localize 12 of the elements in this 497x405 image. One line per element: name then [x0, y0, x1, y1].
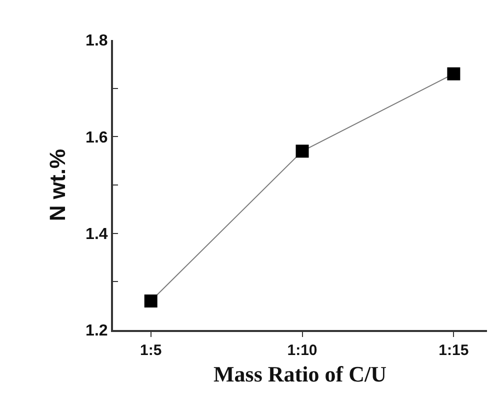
- point: [296, 144, 309, 158]
- y-tick-label: 1.2: [86, 322, 108, 340]
- x-tick-label: 1:10: [287, 342, 318, 359]
- y-tick-label: 1.6: [86, 129, 108, 146]
- y-axis-title: N wt.%: [44, 148, 70, 222]
- x-tick-label: 1:5: [140, 342, 162, 359]
- y-tick-label: 1.4: [86, 226, 108, 243]
- point: [447, 67, 460, 80]
- y-tick-label: 1.8: [86, 32, 108, 50]
- point: [144, 294, 158, 308]
- x-axis-title: Mass Ratio of C/U: [214, 361, 387, 386]
- x-tick-label: 1:15: [438, 342, 469, 359]
